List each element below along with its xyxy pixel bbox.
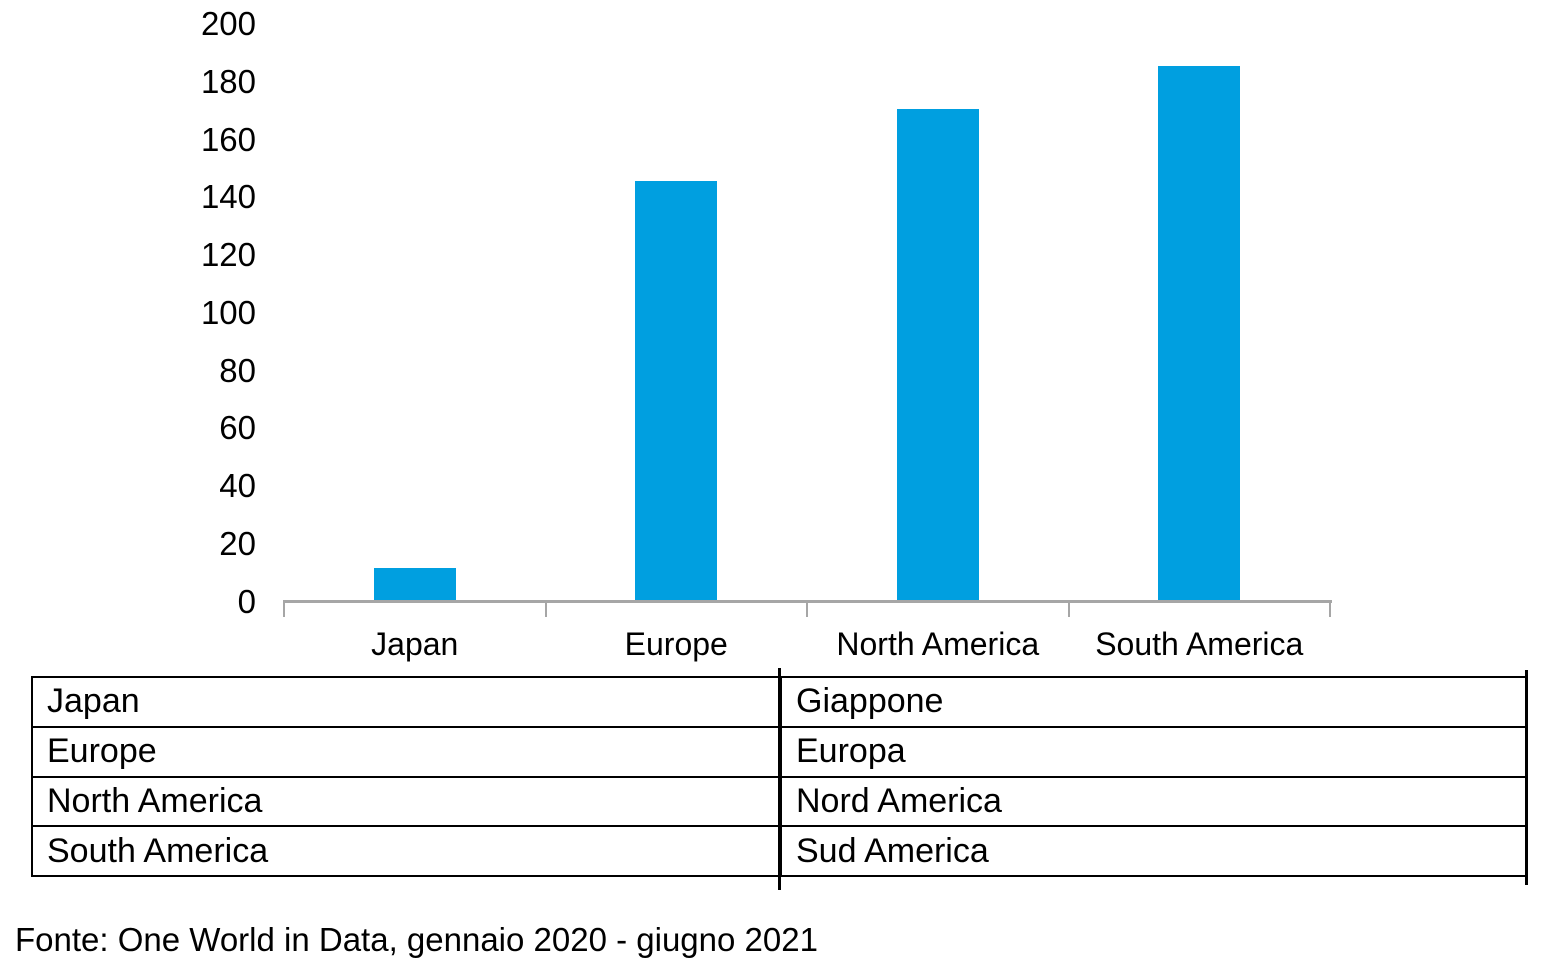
bar-north-america [896,109,979,600]
y-axis-tick-label: 60 [219,409,256,447]
bar-chart: 0 20 40 60 80 100 120 140 160 180 200 Japan Europe No… [200,5,1332,662]
x-axis-category-label: North America [836,626,1040,662]
x-axis-tick [283,600,285,617]
table-cell-english: Europe [31,725,782,778]
y-axis-tick-label: 0 [237,582,256,620]
table-cell-italian: Europa [780,725,1527,778]
y-axis-tick-label: 20 [219,524,256,562]
y-axis-tick-label: 180 [200,62,256,100]
translation-table-wrap: Japan Giappone Europe Europa North Ameri… [31,668,1528,890]
table-cell-italian: Giappone [780,676,1527,728]
bar-europe [635,181,718,600]
y-axis-tick-label: 80 [219,351,256,389]
table-row: North America Nord America [31,775,1527,828]
bar-south-america [1158,66,1241,600]
x-axis-category-label: Europe [624,626,728,662]
table-row: South America Sud America [31,825,1527,877]
table-cell-italian: Nord America [780,775,1527,828]
table-cell-english: North America [31,775,782,828]
x-axis-tick [1329,600,1331,617]
table-cell-italian: Sud America [780,825,1527,877]
y-axis-tick-label: 140 [200,178,256,216]
x-axis-line [284,600,1332,603]
bar-japan [373,568,456,600]
table-cell-english: South America [31,825,782,877]
table-row: Japan Giappone [31,676,1527,728]
translation-table: Japan Giappone Europe Europa North Ameri… [31,676,1527,877]
x-axis-tick [1067,600,1070,617]
source-note: Fonte: One World in Data, gennaio 2020 -… [15,921,818,958]
y-axis-tick-label: 100 [200,293,256,331]
x-axis-tick [806,600,808,617]
y-axis-tick-label: 120 [200,236,256,273]
x-axis-category-label: Japan [371,626,459,662]
x-axis-tick [544,600,547,617]
table-cell-english: Japan [31,676,782,728]
y-axis-tick-label: 40 [219,467,256,504]
table-row: Europe Europa [31,725,1527,778]
y-axis-tick-label: 200 [200,5,256,42]
y-axis-tick-label: 160 [200,120,256,158]
x-axis-category-label: South America [1095,626,1304,662]
